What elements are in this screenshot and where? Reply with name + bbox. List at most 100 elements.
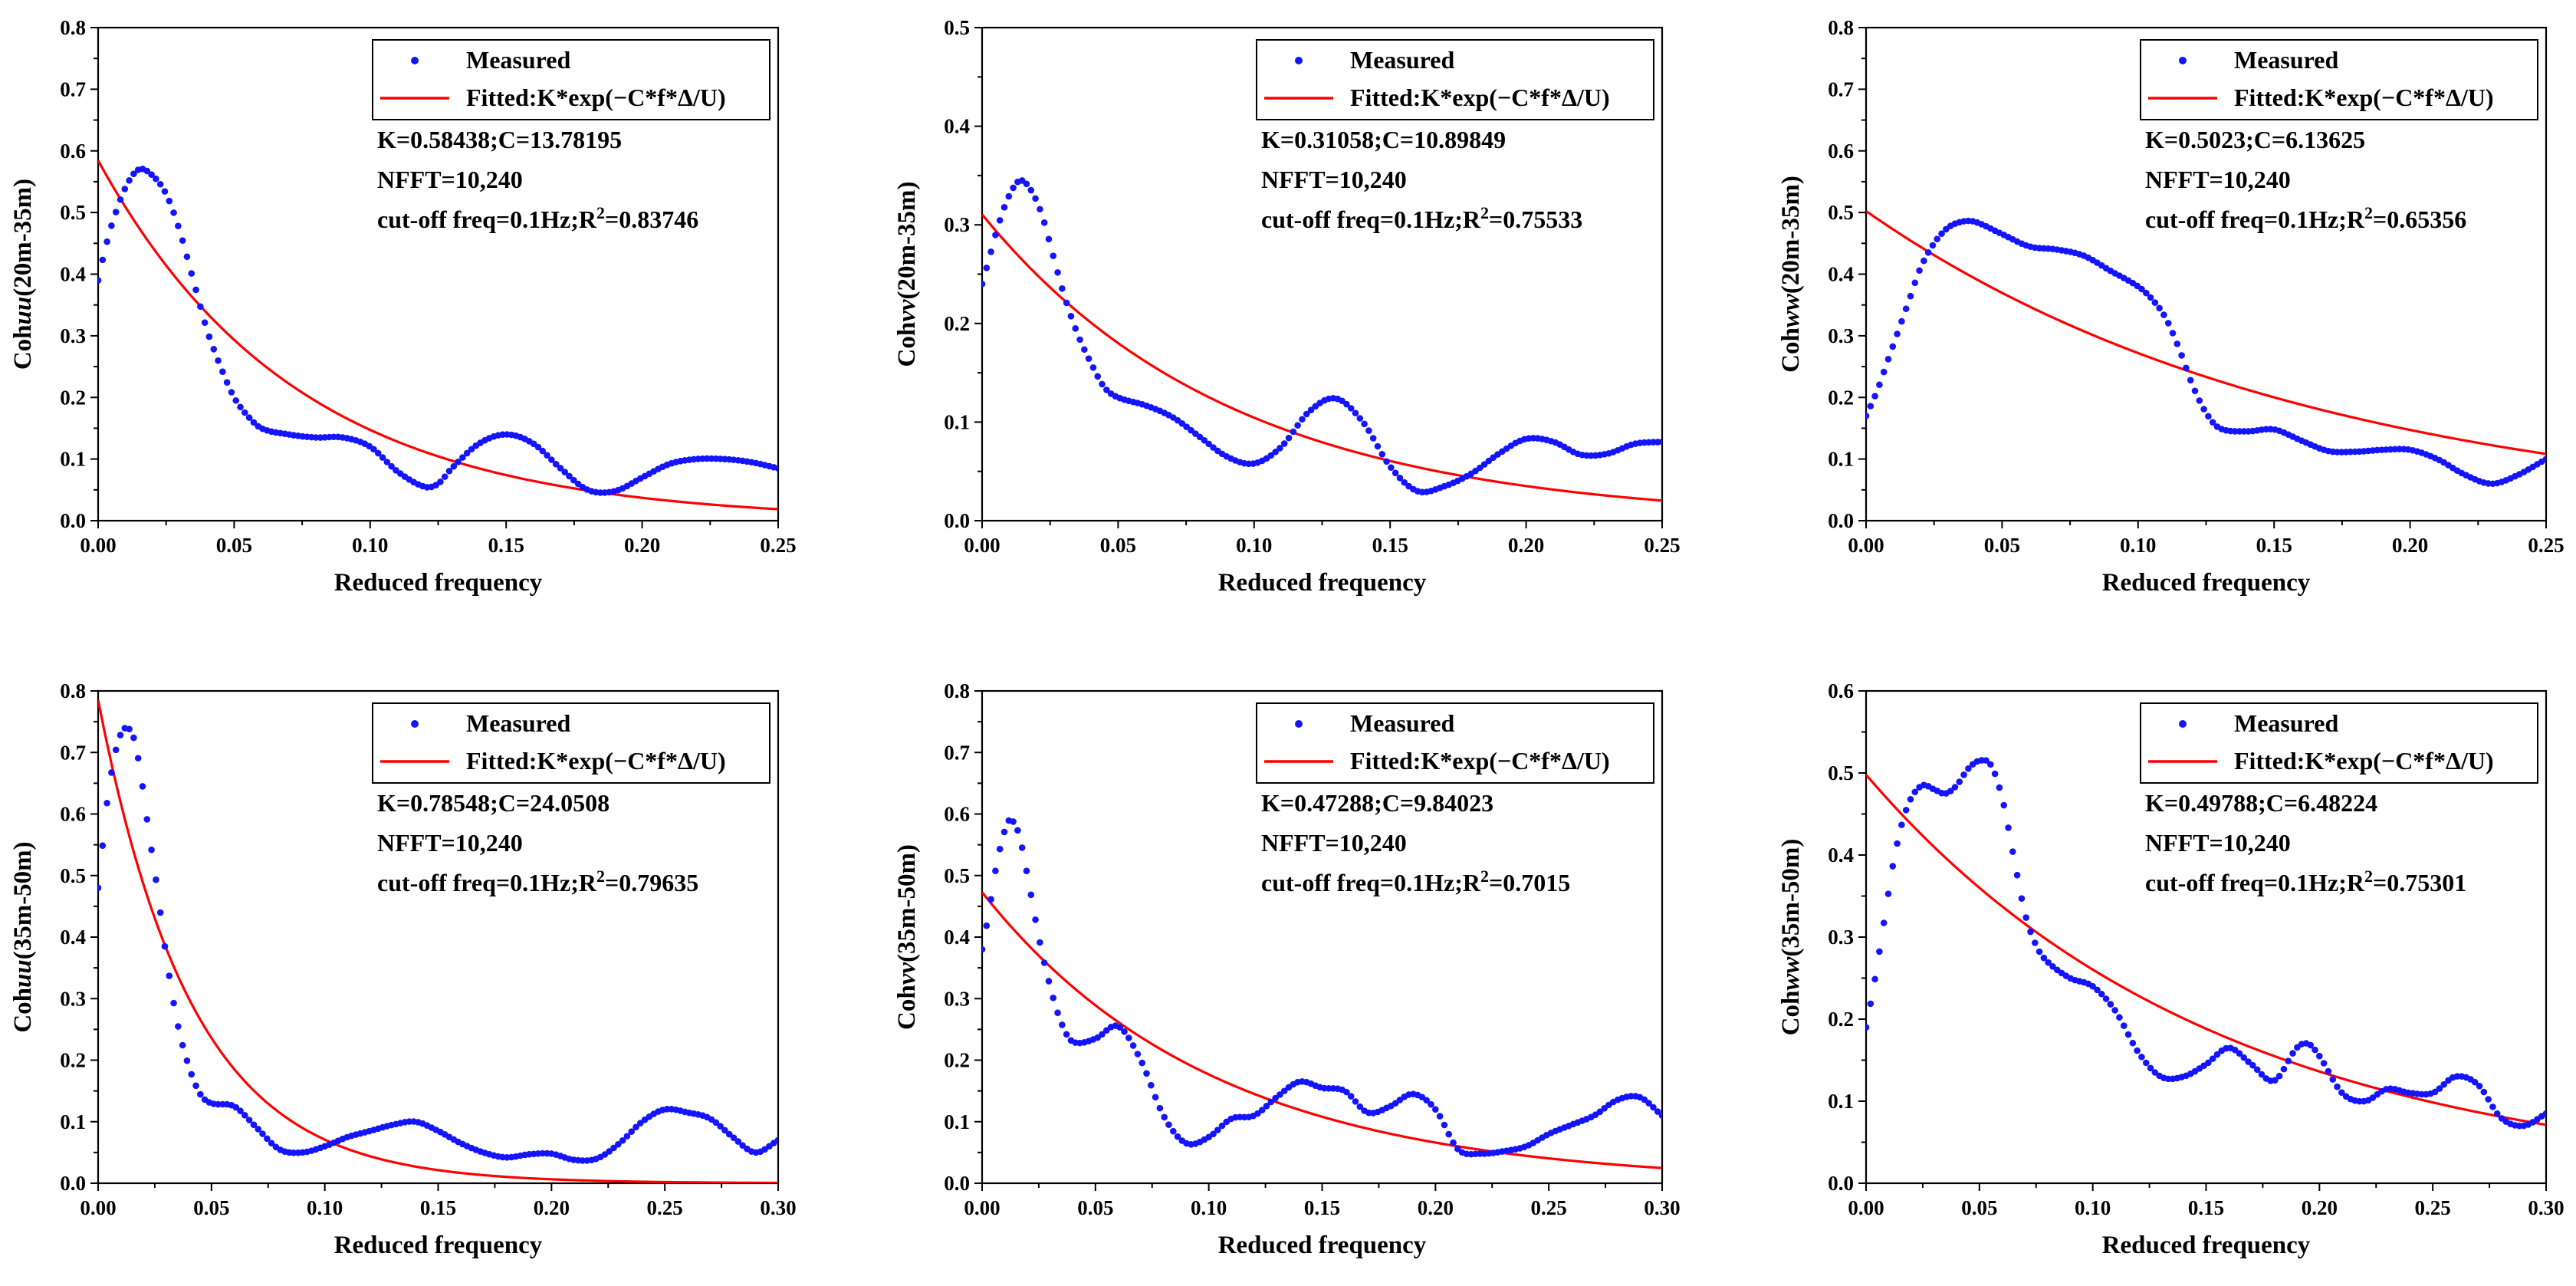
measured-point (1267, 452, 1275, 459)
x-tick-label: 0.10 (352, 534, 388, 557)
y-tick-label: 0.6 (944, 803, 970, 826)
x-tick-label: 0.15 (488, 534, 524, 557)
measured-point (2272, 1077, 2279, 1084)
measured-point (2485, 1096, 2492, 1103)
measured-point (437, 479, 444, 485)
measured-point (1650, 1103, 1657, 1111)
measured-point (982, 946, 986, 953)
measured-point (1921, 257, 1927, 265)
measured-point (1040, 959, 1048, 966)
measured-point (245, 414, 253, 421)
x-tick-label: 0.05 (1077, 1196, 1113, 1219)
y-tick-label: 0.3 (60, 987, 86, 1010)
measured-point (987, 896, 994, 903)
measured-point (2542, 1110, 2546, 1117)
legend-measured-marker (1295, 57, 1303, 64)
legend: Measured Fitted:K*exp(−C*f*Δ/U) (372, 702, 770, 784)
measured-point (250, 419, 258, 426)
measured-point (1063, 299, 1070, 307)
measured-point (161, 188, 169, 195)
y-tick-label: 0.4 (60, 926, 86, 949)
measured-point (1116, 1024, 1124, 1031)
measured-point (1201, 436, 1208, 444)
measured-point (2094, 986, 2101, 994)
measured-point (1027, 891, 1035, 899)
measured-point (1001, 204, 1008, 211)
measured-point (1641, 1096, 1648, 1103)
measured-point (2151, 299, 2159, 306)
measured-point (175, 1023, 182, 1030)
measured-point (1596, 1108, 1604, 1116)
measured-point (1365, 427, 1372, 434)
measured-point (2174, 340, 2181, 347)
plot-area (1866, 757, 2546, 1130)
measured-point (1898, 821, 1905, 828)
measured-point (1169, 1127, 1177, 1135)
x-tick-label: 0.05 (1961, 1196, 1997, 1219)
y-tick-label: 0.0 (60, 509, 86, 532)
measured-point (2005, 824, 2012, 831)
measured-point (1880, 368, 1888, 376)
x-axis-label: Reduced frequency (2102, 1232, 2311, 1259)
measured-point (1054, 1009, 1061, 1016)
x-tick-label: 0.15 (1304, 1196, 1340, 1219)
y-tick-label: 0.6 (60, 140, 86, 163)
measured-point (534, 443, 542, 451)
measured-point (2107, 1001, 2114, 1008)
x-tick-label: 0.30 (1644, 1196, 1680, 1219)
measured-point (2329, 1076, 2337, 1083)
measured-point (210, 346, 218, 353)
measured-point (2196, 397, 2203, 404)
measured-point (1010, 184, 1017, 192)
measured-point (1299, 416, 1306, 423)
legend-measured-marker (2179, 720, 2187, 728)
measured-point (570, 476, 577, 484)
y-tick-label: 0.2 (944, 312, 970, 335)
y-tick-label: 0.3 (944, 213, 970, 236)
measured-point (2542, 456, 2546, 462)
chart-panel-p3: 0.00 0.05 0.10 0.15 0.20 0.25 0.0 0.1 0.2 0.3 0.4 0… (1777, 16, 2564, 597)
measured-point (1156, 1104, 1164, 1112)
measured-point (1934, 235, 1941, 242)
measured-point (1654, 1108, 1661, 1115)
y-axis-label: Cohww(20m-35m) (1777, 176, 1805, 373)
legend-measured-label: Measured (1350, 46, 1454, 74)
y-tick-label: 0.7 (1828, 77, 1854, 100)
x-tick-label: 0.30 (760, 1196, 796, 1219)
measured-point (2275, 1072, 2283, 1080)
y-tick-label: 0.4 (60, 263, 86, 286)
x-tick-label: 0.00 (964, 534, 1000, 557)
y-tick-label: 0.5 (1828, 201, 1854, 224)
measured-point (1129, 1042, 1137, 1049)
measured-point (1290, 428, 1297, 436)
measured-point (148, 846, 155, 853)
measured-point (175, 222, 182, 229)
measured-point (98, 884, 102, 892)
y-tick-label: 0.2 (944, 1049, 970, 1072)
measured-point (1014, 827, 1021, 834)
measured-point (170, 209, 177, 216)
plot-area (1866, 209, 2546, 488)
y-tick-label: 0.8 (60, 679, 86, 702)
y-tick-label: 0.5 (944, 864, 970, 887)
measured-point (379, 454, 386, 461)
measured-point (1072, 325, 1079, 332)
measured-point (232, 396, 240, 404)
x-tick-label: 0.30 (2528, 1196, 2564, 1219)
measured-point (1911, 788, 1919, 796)
measured-point (623, 1133, 631, 1140)
measured-point (2231, 1046, 2239, 1054)
x-tick-label: 0.00 (80, 534, 116, 557)
measured-point (1428, 1100, 1434, 1108)
annotation-cutoff-r2: cut-off freq=0.1Hz;R2=0.7015 (1261, 867, 1570, 896)
measured-point (188, 270, 196, 277)
measured-point (1432, 1106, 1439, 1113)
measured-point (179, 1041, 186, 1049)
measured-point (143, 816, 151, 823)
measured-point (1121, 1028, 1128, 1035)
measured-point (1307, 406, 1315, 413)
measured-point (1374, 442, 1382, 450)
measured-point (2280, 1065, 2288, 1073)
measured-point (99, 256, 107, 264)
y-tick-label: 0.2 (60, 1049, 86, 1072)
